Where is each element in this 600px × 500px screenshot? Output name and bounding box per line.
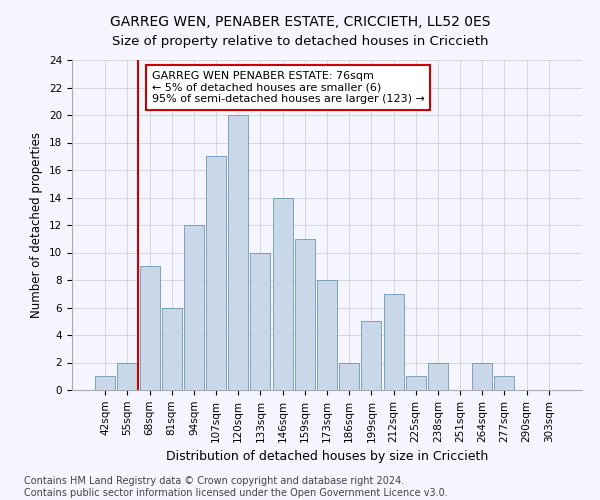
Bar (140, 266, 160, 390)
Bar (250, 252, 271, 390)
Text: Contains HM Land Registry data © Crown copyright and database right 2024.
Contai: Contains HM Land Registry data © Crown c… (24, 476, 448, 498)
Bar (428, 362, 448, 390)
Text: GARREG WEN, PENABER ESTATE, CRICCIETH, LL52 0ES: GARREG WEN, PENABER ESTATE, CRICCIETH, L… (110, 15, 490, 29)
Bar (406, 376, 426, 390)
Bar (339, 362, 359, 390)
Text: Size of property relative to detached houses in Criccieth: Size of property relative to detached ho… (112, 35, 488, 48)
Bar (272, 198, 293, 390)
Bar (317, 280, 337, 390)
Bar (361, 322, 382, 390)
X-axis label: Distribution of detached houses by size in Criccieth: Distribution of detached houses by size … (166, 450, 488, 463)
Text: GARREG WEN PENABER ESTATE: 76sqm
← 5% of detached houses are smaller (6)
95% of : GARREG WEN PENABER ESTATE: 76sqm ← 5% of… (152, 71, 425, 104)
Bar (295, 239, 315, 390)
Bar (228, 115, 248, 390)
Bar (472, 362, 492, 390)
Y-axis label: Number of detached properties: Number of detached properties (31, 132, 43, 318)
Bar (494, 376, 514, 390)
Bar (184, 225, 204, 390)
Bar (162, 308, 182, 390)
Bar (206, 156, 226, 390)
Bar (383, 294, 404, 390)
Bar (95, 376, 115, 390)
Bar (118, 362, 137, 390)
